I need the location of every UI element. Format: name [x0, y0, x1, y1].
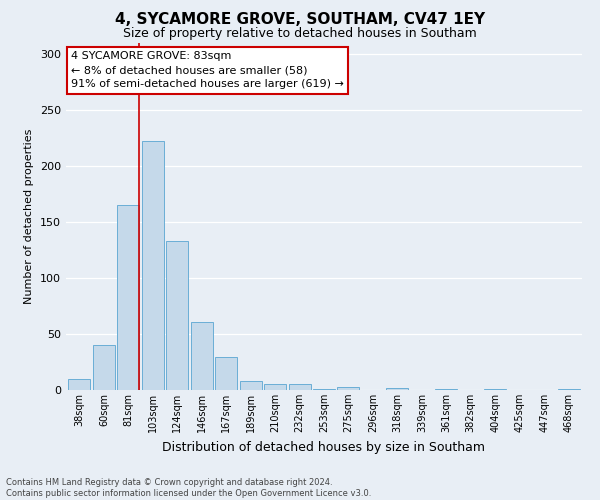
Bar	[68, 379, 91, 390]
Bar	[215, 358, 237, 390]
Bar	[264, 384, 286, 390]
Text: 4, SYCAMORE GROVE, SOUTHAM, CV47 1EY: 4, SYCAMORE GROVE, SOUTHAM, CV47 1EY	[115, 12, 485, 28]
Bar	[118, 205, 139, 390]
Bar	[386, 388, 409, 390]
Bar	[337, 386, 359, 390]
Bar	[166, 241, 188, 390]
Bar	[313, 389, 335, 390]
Bar	[191, 322, 213, 390]
Text: Contains HM Land Registry data © Crown copyright and database right 2024.
Contai: Contains HM Land Registry data © Crown c…	[6, 478, 371, 498]
Text: Size of property relative to detached houses in Southam: Size of property relative to detached ho…	[123, 28, 477, 40]
Y-axis label: Number of detached properties: Number of detached properties	[25, 128, 34, 304]
Bar	[484, 389, 506, 390]
Bar	[142, 141, 164, 390]
Bar	[557, 389, 580, 390]
Bar	[289, 384, 311, 390]
Bar	[239, 381, 262, 390]
Bar	[93, 345, 115, 390]
X-axis label: Distribution of detached houses by size in Southam: Distribution of detached houses by size …	[163, 440, 485, 454]
Text: 4 SYCAMORE GROVE: 83sqm
← 8% of detached houses are smaller (58)
91% of semi-det: 4 SYCAMORE GROVE: 83sqm ← 8% of detached…	[71, 51, 344, 89]
Bar	[435, 389, 457, 390]
